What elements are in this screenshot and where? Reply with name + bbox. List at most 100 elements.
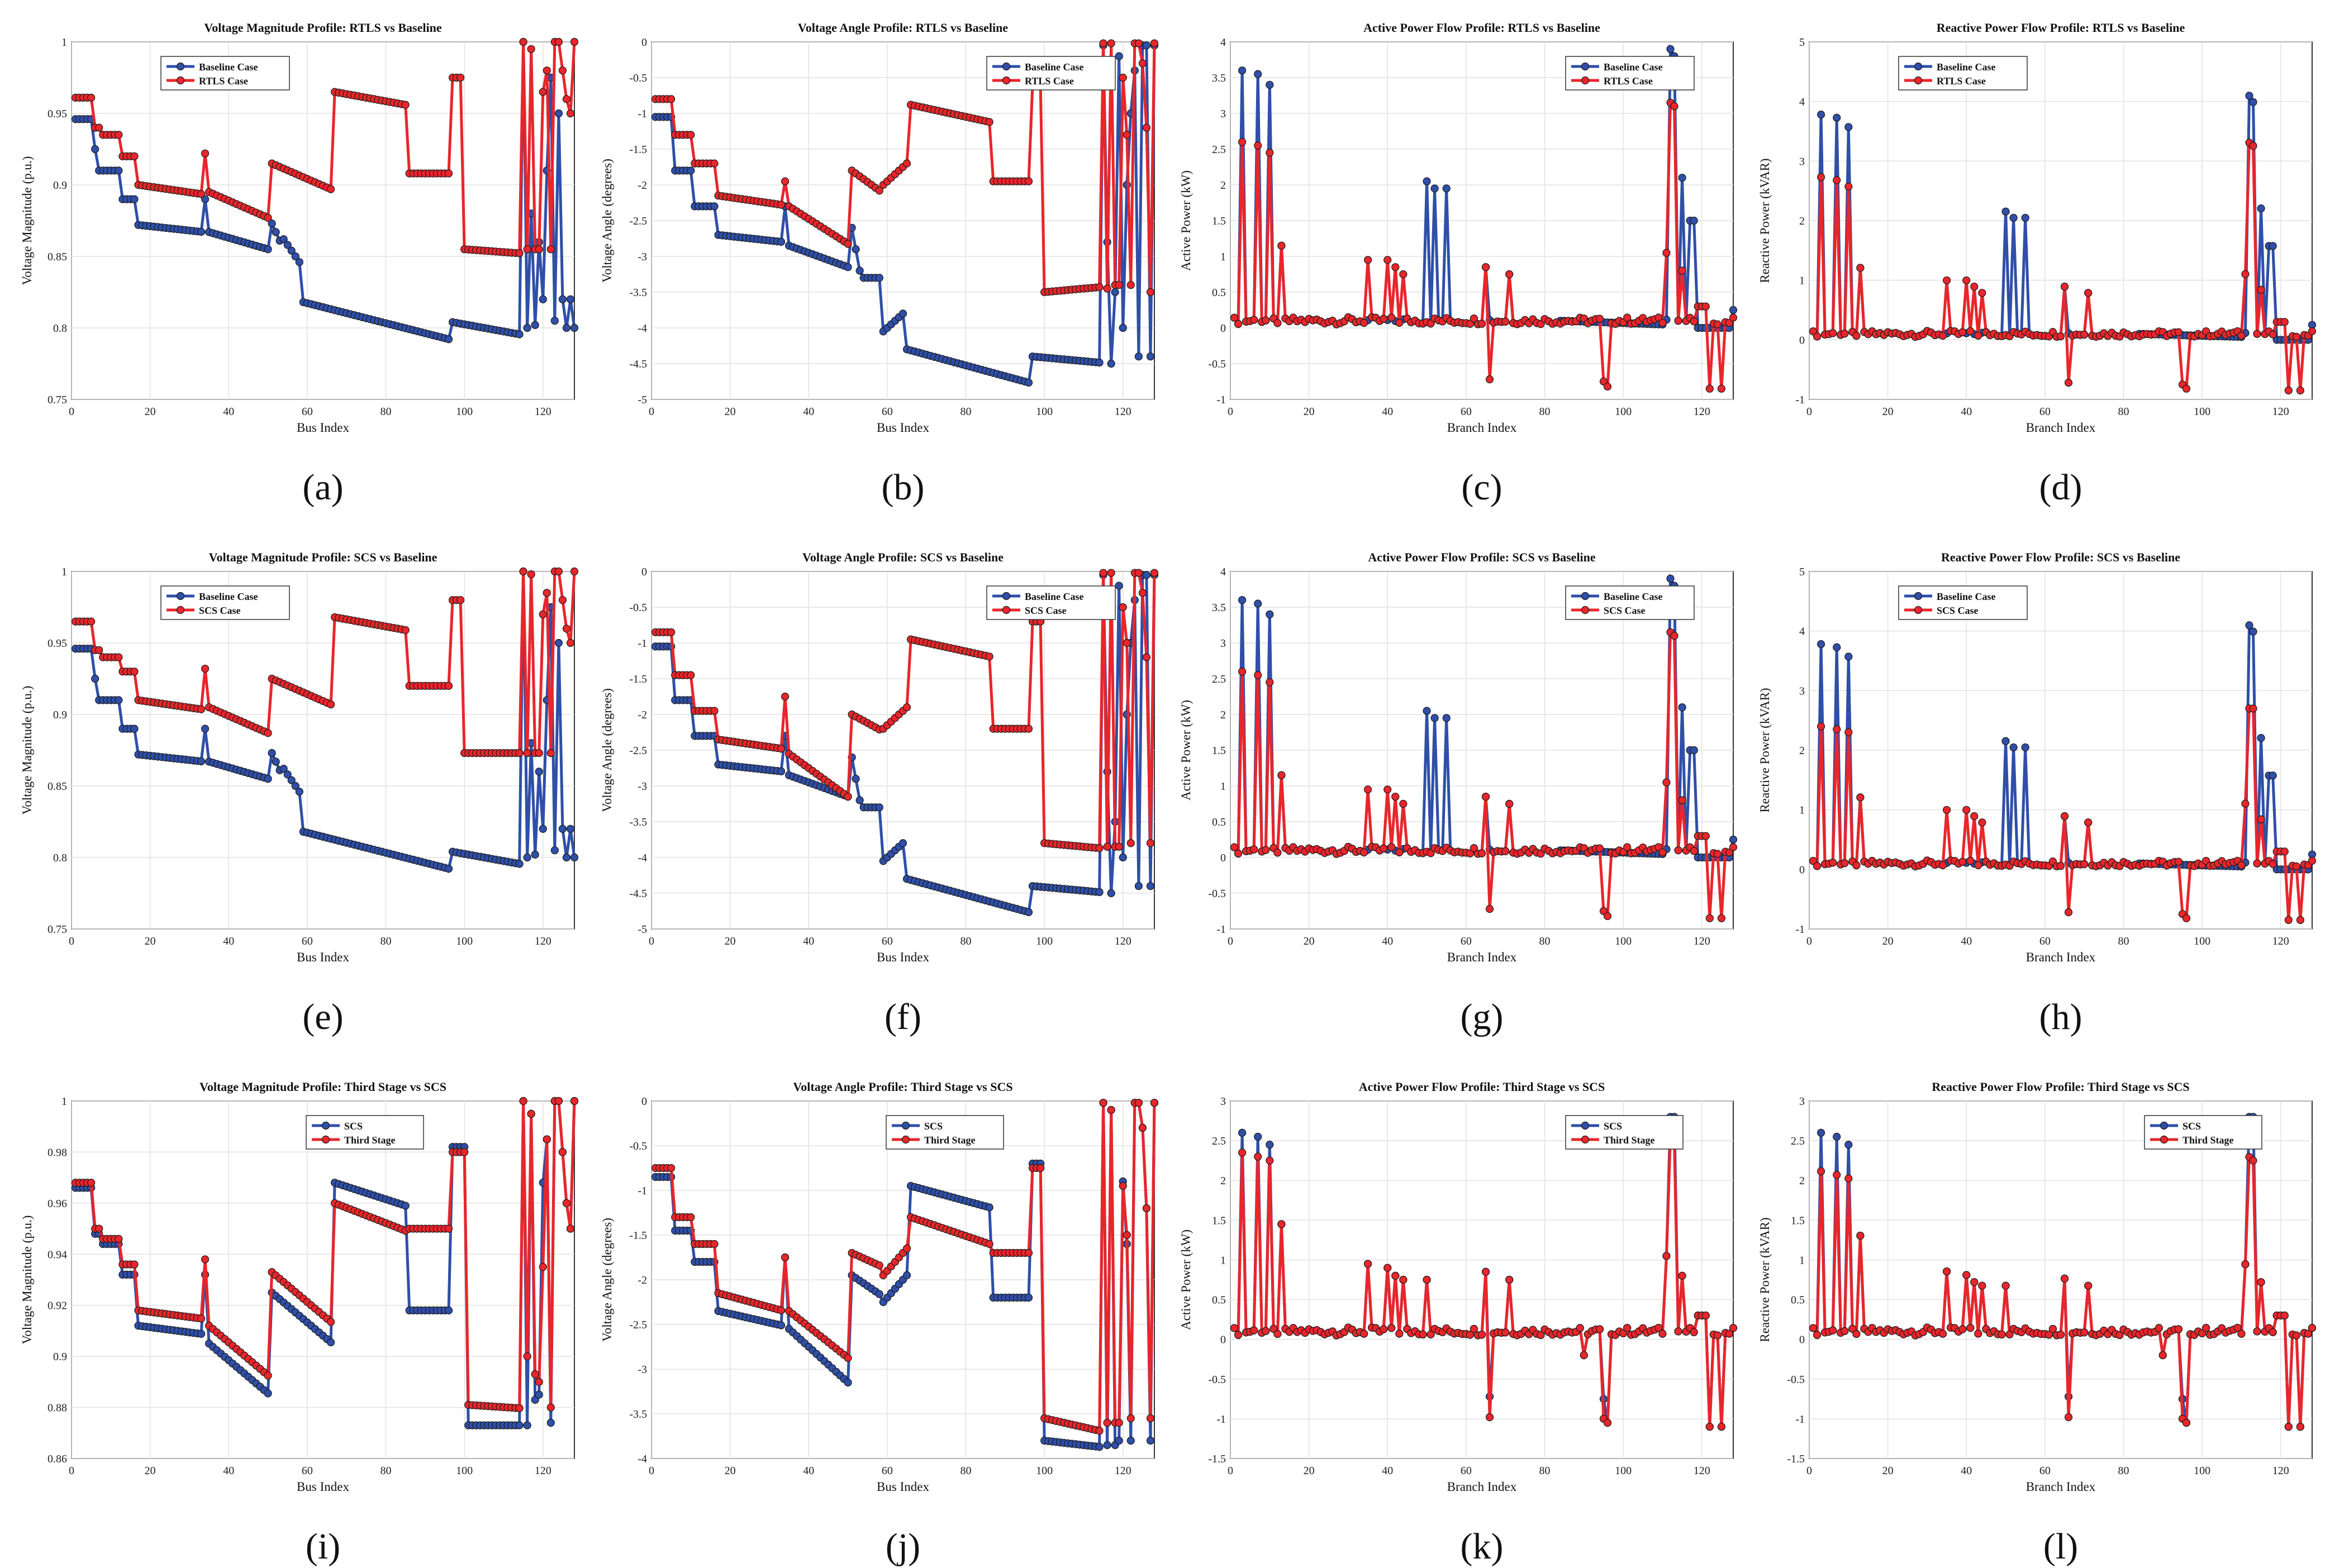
chart-title: Reactive Power Flow Profile: SCS vs Base… [1941, 550, 2180, 564]
data-point [558, 824, 567, 833]
data-point [444, 681, 453, 690]
data-point [1690, 317, 1698, 326]
data-point [1238, 1128, 1247, 1137]
data-point [197, 705, 206, 713]
data-point [401, 626, 410, 635]
data-point [197, 190, 206, 198]
data-point [985, 652, 993, 661]
data-point [2292, 332, 2300, 341]
data-point [1674, 846, 1682, 855]
x-tick-label: 40 [803, 1465, 814, 1477]
data-point [539, 295, 547, 303]
data-point [2158, 1351, 2167, 1360]
y-tick-label: 3 [1220, 108, 1226, 120]
data-point [2044, 1331, 2053, 1339]
y-tick-label: 0.9 [53, 179, 67, 192]
y-tick-label: -1.5 [1787, 1453, 1805, 1465]
data-point [1430, 714, 1439, 722]
data-point [1277, 1220, 1286, 1228]
data-point [2280, 318, 2289, 326]
data-point [1238, 138, 1247, 146]
data-point [1126, 1436, 1135, 1445]
data-point [546, 1418, 555, 1427]
data-point [2237, 331, 2246, 340]
y-tick-label: 1.5 [1212, 215, 1226, 227]
data-point [1024, 1293, 1033, 1302]
x-tick-label: 40 [1382, 406, 1393, 418]
x-tick-label: 40 [803, 935, 814, 947]
x-tick-label: 80 [960, 406, 972, 418]
data-point [515, 860, 524, 868]
x-tick-label: 40 [1961, 406, 1972, 418]
legend-marker [1581, 76, 1590, 85]
data-point [2257, 815, 2265, 823]
legend-label: Baseline Case [199, 591, 258, 602]
data-point [1654, 843, 1663, 851]
data-point [1383, 1264, 1392, 1272]
y-tick-label: 0 [641, 36, 647, 49]
data-point [1359, 848, 1368, 857]
data-point [1678, 796, 1686, 804]
data-point [2249, 1156, 2257, 1165]
data-point [562, 625, 571, 633]
legend-marker [176, 606, 185, 614]
x-tick-label: 100 [2194, 406, 2210, 418]
data-point [1713, 850, 1722, 858]
data-point [687, 131, 695, 139]
data-point [1146, 1436, 1155, 1445]
data-point [1099, 39, 1107, 47]
x-tick-label: 80 [2118, 935, 2129, 947]
data-point [1658, 1329, 1667, 1338]
x-axis-label: Bus Index [297, 421, 349, 435]
legend [160, 585, 290, 620]
legend-marker [2160, 1121, 2169, 1130]
data-point [95, 1224, 103, 1233]
x-tick-label: 100 [1036, 935, 1053, 947]
y-tick-label: 0.85 [47, 780, 67, 793]
panel-caption: (d) [2039, 467, 2082, 508]
y-tick-label: 2.5 [1791, 1135, 1805, 1147]
data-point [546, 245, 555, 254]
data-point [1966, 327, 1975, 336]
data-point [781, 692, 790, 701]
data-point [1844, 728, 1853, 737]
data-point [201, 1255, 210, 1264]
data-point [543, 1135, 551, 1143]
x-tick-label: 40 [223, 406, 234, 418]
data-point [1107, 889, 1115, 898]
x-axis-label: Bus Index [877, 421, 929, 435]
data-point [777, 745, 786, 753]
data-point [87, 93, 96, 102]
data-point [1254, 1152, 1262, 1161]
data-point [687, 1213, 695, 1222]
data-point [1138, 1123, 1147, 1132]
data-point [2182, 1418, 2191, 1427]
y-axis-label: Voltage Magnitude (p.u.) [20, 686, 34, 815]
y-tick-label: -4.5 [629, 888, 647, 900]
data-point [2080, 860, 2089, 869]
data-point [1363, 1260, 1372, 1268]
data-point [550, 846, 559, 855]
data-point [2237, 1329, 2246, 1338]
data-point [1844, 1141, 1853, 1149]
data-point [2060, 812, 2069, 821]
chart-l: 0 20 40 60 80 100 120 -1.5 -1 -0.5 0 0.5 1 1.5 2 2.5 3 Re… [1758, 1080, 2317, 1494]
x-tick-label: 100 [456, 935, 473, 947]
data-point [1423, 177, 1431, 185]
x-tick-label: 120 [2272, 935, 2289, 947]
y-tick-label: -3.5 [629, 816, 647, 828]
legend [160, 56, 290, 90]
y-tick-label: -1 [1216, 923, 1226, 936]
data-point [1470, 844, 1478, 852]
data-point [444, 1306, 453, 1314]
data-point [2296, 386, 2305, 395]
x-tick-label: 80 [1539, 406, 1551, 418]
data-point [781, 177, 790, 185]
x-tick-label: 80 [1539, 935, 1551, 947]
data-point [902, 159, 911, 168]
data-point [687, 166, 695, 175]
data-point [1380, 1325, 1388, 1333]
data-point [1107, 39, 1115, 47]
y-tick-label: 0.5 [1791, 1294, 1805, 1307]
